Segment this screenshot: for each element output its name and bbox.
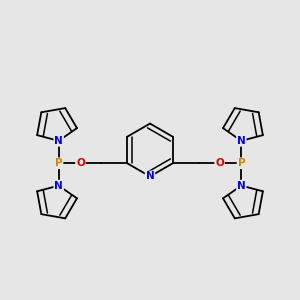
- Text: O: O: [215, 158, 224, 168]
- Text: N: N: [237, 136, 246, 146]
- Text: N: N: [146, 171, 154, 182]
- Text: N: N: [54, 136, 63, 146]
- Text: N: N: [237, 181, 246, 190]
- Text: O: O: [76, 158, 85, 168]
- Text: N: N: [54, 181, 63, 190]
- Text: P: P: [55, 158, 62, 168]
- Text: P: P: [238, 158, 245, 168]
